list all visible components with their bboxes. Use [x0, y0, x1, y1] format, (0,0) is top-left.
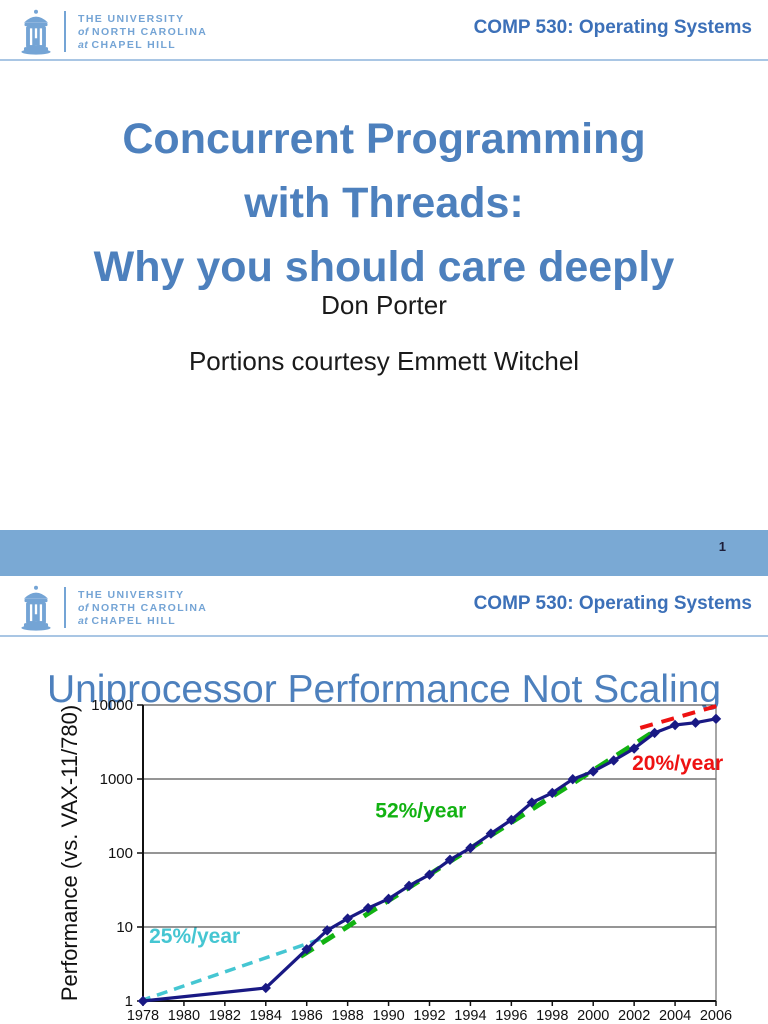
x-tick-label: 1992 [413, 1008, 445, 1024]
performance-chart: 1 10 100 1000 10000 1978 1980 1982 1984 1986 1988 1… [0, 690, 768, 1024]
deck-title: Concurrent Programming with Threads: Why… [0, 107, 768, 299]
marker-uniprocessor-performance [649, 727, 660, 739]
header-divider [64, 587, 66, 628]
slide-title: Uniprocessor Performance Not Scaling [46, 668, 722, 712]
marker-uniprocessor-performance [710, 713, 722, 725]
trend-20-percent-per-year [639, 703, 719, 730]
wordmark-line: THE UNIVERSITY [78, 589, 185, 601]
marker-uniprocessor-performance [137, 995, 149, 1007]
x-tick-label: 1994 [454, 1008, 486, 1024]
course-label: COMP 530: Operating Systems [473, 17, 752, 38]
marker-uniprocessor-performance [260, 982, 271, 994]
y-tick-label: 1 [125, 993, 133, 1010]
marker-uniprocessor-performance [690, 717, 701, 728]
wordmark-line: of NORTH CAROLINA [78, 26, 208, 38]
wordmark-line: THE UNIVERSITY [78, 13, 185, 25]
marker-uniprocessor-performance [403, 880, 415, 892]
performance-chart-svg: 1 10 100 1000 10000 1978 1980 1982 1984 1986 1988 1… [57, 697, 732, 1024]
x-tick-label: 1980 [168, 1008, 200, 1024]
university-wordmark: THE UNIVERSITY of NORTH CAROLINA at CHAP… [78, 589, 207, 628]
x-tick-label: 1990 [372, 1008, 404, 1024]
x-tick-label: 2004 [659, 1008, 691, 1024]
y-tick-label: 10 [116, 919, 133, 936]
trend-25-percent-per-year [139, 937, 322, 1003]
marker-uniprocessor-performance [669, 719, 681, 731]
marker-uniprocessor-performance [526, 797, 538, 808]
y-tick-label: 1000 [100, 771, 133, 788]
x-tick-label: 2002 [618, 1008, 650, 1024]
y-axis-label: Performance (vs. VAX-11/780) [57, 705, 82, 1001]
wordmark-line: of NORTH CAROLINA [78, 602, 208, 614]
x-tick-label: 1988 [332, 1008, 364, 1024]
slide-header: THE UNIVERSITY of NORTH CAROLINA at CHAP… [0, 576, 768, 638]
wordmark-line: at CHAPEL HILL [78, 39, 177, 51]
y-tick-label: 10000 [91, 697, 133, 714]
slide-2: THE UNIVERSITY of NORTH CAROLINA at CHAP… [0, 576, 768, 1024]
slide-footer-bar: 1 [0, 530, 768, 577]
x-tick-label: 2000 [577, 1008, 609, 1024]
header-divider [64, 11, 66, 52]
x-tick-label: 1986 [291, 1008, 323, 1024]
annotation-25year: 25%/year [149, 925, 240, 948]
y-tick-label: 100 [108, 845, 133, 862]
author-name: Don Porter [321, 290, 447, 320]
deck-title-line: Why you should care deeply [93, 242, 675, 291]
header-rule [0, 59, 768, 61]
marker-uniprocessor-performance [547, 787, 558, 799]
deck-title-line: with Threads: [244, 178, 524, 227]
marker-uniprocessor-performance [301, 944, 312, 955]
university-wordmark: THE UNIVERSITY of NORTH CAROLINA at CHAP… [78, 13, 207, 52]
marker-uniprocessor-performance [485, 828, 497, 839]
x-tick-label: 1996 [495, 1008, 527, 1024]
course-label: COMP 530: Operating Systems [473, 593, 752, 614]
wordmark-line: at CHAPEL HILL [78, 615, 177, 627]
x-tick-label: 2006 [700, 1008, 732, 1024]
x-tick-label: 1998 [536, 1008, 568, 1024]
header-rule [0, 635, 768, 637]
page-number: 1 [718, 539, 726, 554]
unc-old-well-icon [21, 9, 51, 55]
unc-old-well-icon [21, 585, 51, 631]
credit-line: Portions courtesy Emmett Witchel [188, 346, 580, 376]
annotation-52year: 52%/year [375, 800, 466, 823]
annotation-20year: 20%/year [632, 752, 723, 775]
marker-uniprocessor-performance [628, 743, 640, 754]
slide-1: THE UNIVERSITY of NORTH CAROLINA at CHAP… [0, 0, 768, 577]
deck-title-line: Concurrent Programming [122, 114, 646, 163]
x-tick-label: 1982 [209, 1008, 241, 1024]
x-tick-label: 1978 [127, 1008, 159, 1024]
x-tick-label: 1984 [250, 1008, 282, 1024]
slide-header: THE UNIVERSITY of NORTH CAROLINA at CHAP… [0, 0, 768, 62]
series-uniprocessor-performance [141, 717, 718, 1003]
marker-uniprocessor-performance [588, 766, 599, 777]
